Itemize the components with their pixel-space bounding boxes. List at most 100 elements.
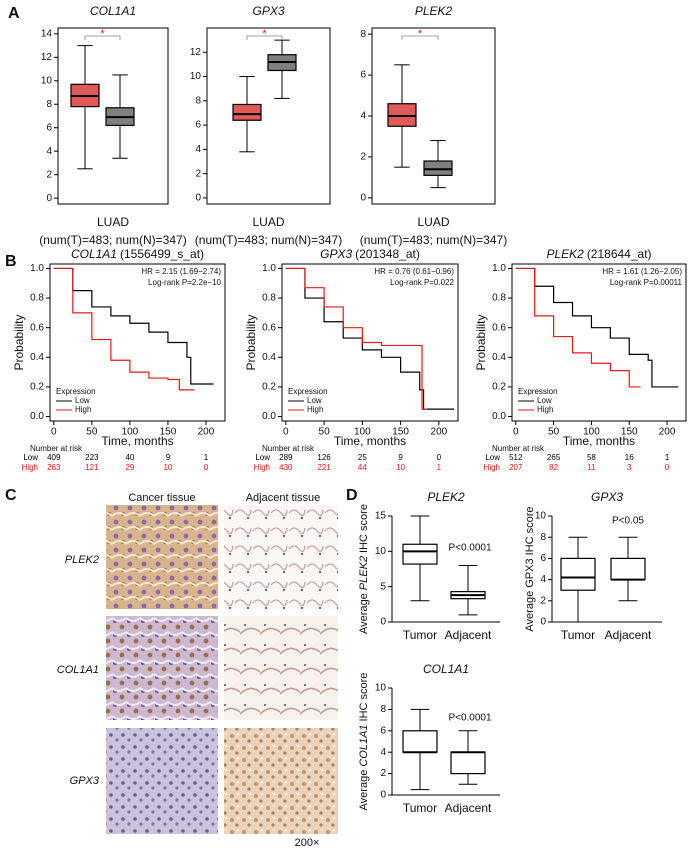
ihc-images [106, 505, 338, 834]
risk-count: 44 [358, 463, 367, 472]
legend-label: Low [537, 396, 552, 405]
row-label: GPX3 [70, 775, 100, 787]
legend-label: High [75, 405, 91, 414]
risk-count: 1 [665, 453, 670, 462]
y-tick-label: 6 [46, 122, 52, 133]
y-tick-label: 0.0 [262, 411, 276, 422]
y-tick-label: 0.6 [492, 322, 506, 333]
p-value: Log-rank P=0.00011 [610, 278, 683, 287]
annotation: P<0.0001 [448, 543, 492, 554]
y-tick-label: 4 [46, 146, 52, 157]
legend-title: Expression [288, 387, 328, 396]
y-tick-label: 0 [380, 790, 386, 801]
risk-row-label: High [22, 463, 38, 472]
chart-title: COL1A1 (1556499_s_at) [71, 247, 204, 261]
significance-bracket [84, 35, 121, 40]
y-tick-label: 0.8 [492, 293, 506, 304]
annotation: P<0.05 [612, 516, 644, 527]
x-label: Time, months [101, 434, 173, 448]
y-tick-label: 1.0 [30, 263, 44, 274]
x-label: LUAD [97, 215, 129, 229]
note: (num(T)=483; num(N)=347) [195, 233, 342, 247]
panel-label: B [5, 253, 17, 270]
panel-label: A [8, 5, 20, 22]
y-tick-label: 8 [46, 99, 52, 110]
y-tick-label: 0 [380, 617, 386, 628]
x-tick-label: Adjacent [605, 628, 652, 642]
y-label-gene: COL1A1 [358, 724, 370, 766]
risk-count: 1 [204, 453, 209, 462]
ihc-image [224, 728, 338, 834]
y-tick-label: 6 [360, 70, 366, 81]
y-tick-label: 0.6 [30, 322, 44, 333]
survival-curve [515, 267, 679, 388]
risk-count: 11 [587, 463, 596, 472]
x-tick-label: 150 [160, 427, 177, 438]
risk-row-label: Low [255, 453, 270, 462]
risk-row-label: Low [23, 453, 38, 462]
x-label: Time, months [334, 434, 406, 448]
survival-curve [53, 267, 214, 385]
y-tick-label: 0 [540, 617, 546, 628]
x-tick-label: 200 [431, 427, 448, 438]
significance-bracket [401, 35, 439, 40]
risk-count: 430 [279, 463, 293, 472]
risk-count: 289 [279, 453, 293, 462]
risk-count: 512 [509, 453, 523, 462]
plot-frame [511, 263, 687, 422]
risk-count: 3 [627, 463, 632, 472]
y-tick-label: 0.2 [30, 382, 44, 393]
y-tick-label: 0.8 [30, 293, 44, 304]
risk-count: 0 [665, 463, 670, 472]
annotation: P<0.0001 [448, 713, 492, 724]
box [610, 557, 646, 581]
y-tick-label: 8 [540, 532, 546, 543]
y-tick-label: 0.6 [262, 322, 276, 333]
x-tick-label: 150 [392, 427, 409, 438]
x-tick-label: 0 [513, 427, 519, 438]
box [450, 751, 486, 775]
risk-count: 10 [163, 463, 172, 472]
survival-curve [515, 267, 641, 388]
x-tick-label: Tumor [403, 801, 437, 815]
y-tick-label: 0 [46, 193, 52, 204]
hazard-ratio: HR = 1.61 (1.26−2.05) [602, 267, 682, 276]
chart-title: COL1A1 [423, 662, 469, 676]
y-label-part: Average [358, 770, 370, 811]
risk-count: 16 [625, 453, 634, 462]
y-label: Probability [244, 314, 258, 370]
plot-frame [49, 263, 226, 422]
x-tick-label: 0 [283, 427, 289, 438]
hazard-ratio: HR = 2.15 (1.69−2.74) [141, 267, 221, 276]
risk-title: Number at risk [492, 444, 545, 453]
y-tick-label: 12 [190, 47, 202, 58]
y-tick-label: 2 [195, 168, 201, 179]
y-tick-label: 4 [195, 144, 201, 155]
y-tick-label: 8 [380, 704, 386, 715]
y-tick-label: 10 [375, 683, 387, 694]
risk-count: 9 [166, 453, 171, 462]
chart-title: COL1A1 [90, 4, 136, 18]
y-label: Average COL1A1 IHC score [358, 673, 370, 811]
y-label: Average PLEK2 IHC score [358, 504, 370, 634]
x-tick-label: 100 [354, 427, 371, 438]
y-tick-label: 0.4 [262, 352, 276, 363]
risk-count: 121 [85, 463, 99, 472]
box [402, 543, 438, 565]
y-label-part: Average [358, 593, 370, 634]
y-label-gene: PLEK2 [358, 556, 370, 590]
y-tick-label: 1.0 [492, 263, 506, 274]
significance-bracket [246, 35, 283, 40]
risk-count: 223 [85, 453, 99, 462]
x-tick-label: 50 [548, 427, 560, 438]
risk-title: Number at risk [262, 444, 315, 453]
y-label: Probability [474, 314, 488, 370]
y-tick-label: 5 [380, 581, 386, 592]
chart-title: PLEK2 (218644_at) [546, 247, 651, 261]
row-label: PLEK2 [65, 554, 99, 566]
box [423, 160, 453, 176]
risk-count: 409 [47, 453, 61, 462]
survival-curve [285, 267, 428, 410]
risk-count: 40 [125, 453, 134, 462]
